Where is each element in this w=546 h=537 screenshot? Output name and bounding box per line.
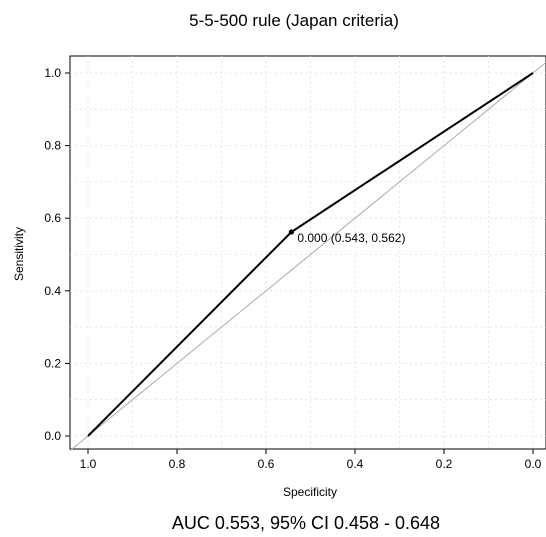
x-tick-label: 1.0 [80,457,97,471]
y-tick-label: 0.0 [44,429,61,443]
y-axis-label: Sensitivity [12,227,26,281]
series-layer [69,61,546,451]
grid-lines [70,56,546,449]
axes: 1.0 0.8 0.6 0.4 0.2 0.0 0.0 0.2 0.4 0.6 0.8 1.0 [44,66,541,471]
y-tick-label: 0.2 [44,356,61,370]
auc-caption: AUC 0.553, 95% CI 0.458 - 0.648 [172,513,440,533]
x-tick-label: 0.0 [525,457,542,471]
x-axis-label: Specificity [283,485,337,499]
y-tick-label: 0.4 [44,284,61,298]
chart-title: 5-5-500 rule (Japan criteria) [189,11,399,30]
threshold-point [288,229,294,235]
y-tick-label: 1.0 [44,66,61,80]
threshold-label: 0.000 (0.543, 0.562) [297,231,405,245]
reference-diagonal-line [69,61,546,451]
y-tick-label: 0.6 [44,211,61,225]
x-tick-label: 0.6 [258,457,275,471]
x-tick-label: 0.4 [347,457,364,471]
plot-area-border [69,55,546,450]
x-tick-label: 0.2 [436,457,453,471]
y-tick-label: 0.8 [44,139,61,153]
x-tick-label: 0.8 [169,457,186,471]
